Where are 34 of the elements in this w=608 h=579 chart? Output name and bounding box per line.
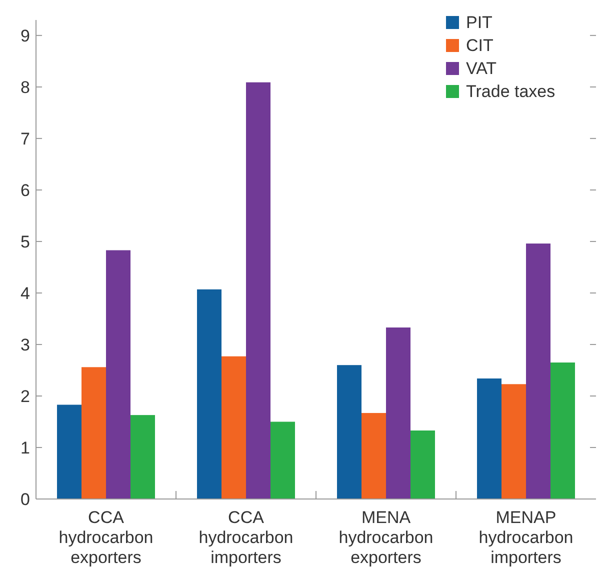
bar	[197, 289, 222, 499]
x-tick-label: CCA hydrocarbon exporters	[58, 508, 154, 567]
y-tick-label: 3	[20, 335, 30, 354]
legend-label: PIT	[466, 13, 492, 32]
bar	[106, 250, 130, 499]
bar	[270, 422, 295, 499]
bar	[550, 362, 575, 499]
bar	[337, 365, 362, 499]
bar	[410, 430, 435, 499]
bar	[246, 82, 270, 499]
x-tick-label: CCA hydrocarbon importers	[198, 508, 294, 567]
bar	[362, 412, 386, 499]
legend-label: VAT	[466, 59, 497, 78]
bar	[526, 244, 550, 499]
legend-label: CIT	[466, 36, 494, 55]
x-tick-label: MENA hydrocarbon exporters	[338, 508, 434, 567]
bar	[130, 415, 155, 499]
y-tick-label: 1	[20, 438, 30, 458]
bar	[57, 404, 82, 499]
bar	[477, 378, 502, 499]
y-tick-label: 4	[20, 284, 30, 303]
y-tick-label: 0	[20, 490, 30, 509]
y-tick-label: 8	[20, 78, 30, 97]
y-tick-label: 9	[20, 26, 30, 46]
legend-label: Trade taxes	[466, 82, 556, 101]
bar	[222, 356, 246, 499]
y-tick-label: 5	[20, 232, 30, 252]
bar	[502, 384, 526, 499]
bar	[386, 327, 410, 499]
y-tick-label: 7	[20, 129, 30, 148]
x-tick-label: MENAP hydrocarbon importers	[478, 508, 574, 567]
y-tick-label: 2	[20, 386, 30, 406]
y-tick-label: 6	[20, 180, 30, 200]
bar	[82, 367, 106, 499]
